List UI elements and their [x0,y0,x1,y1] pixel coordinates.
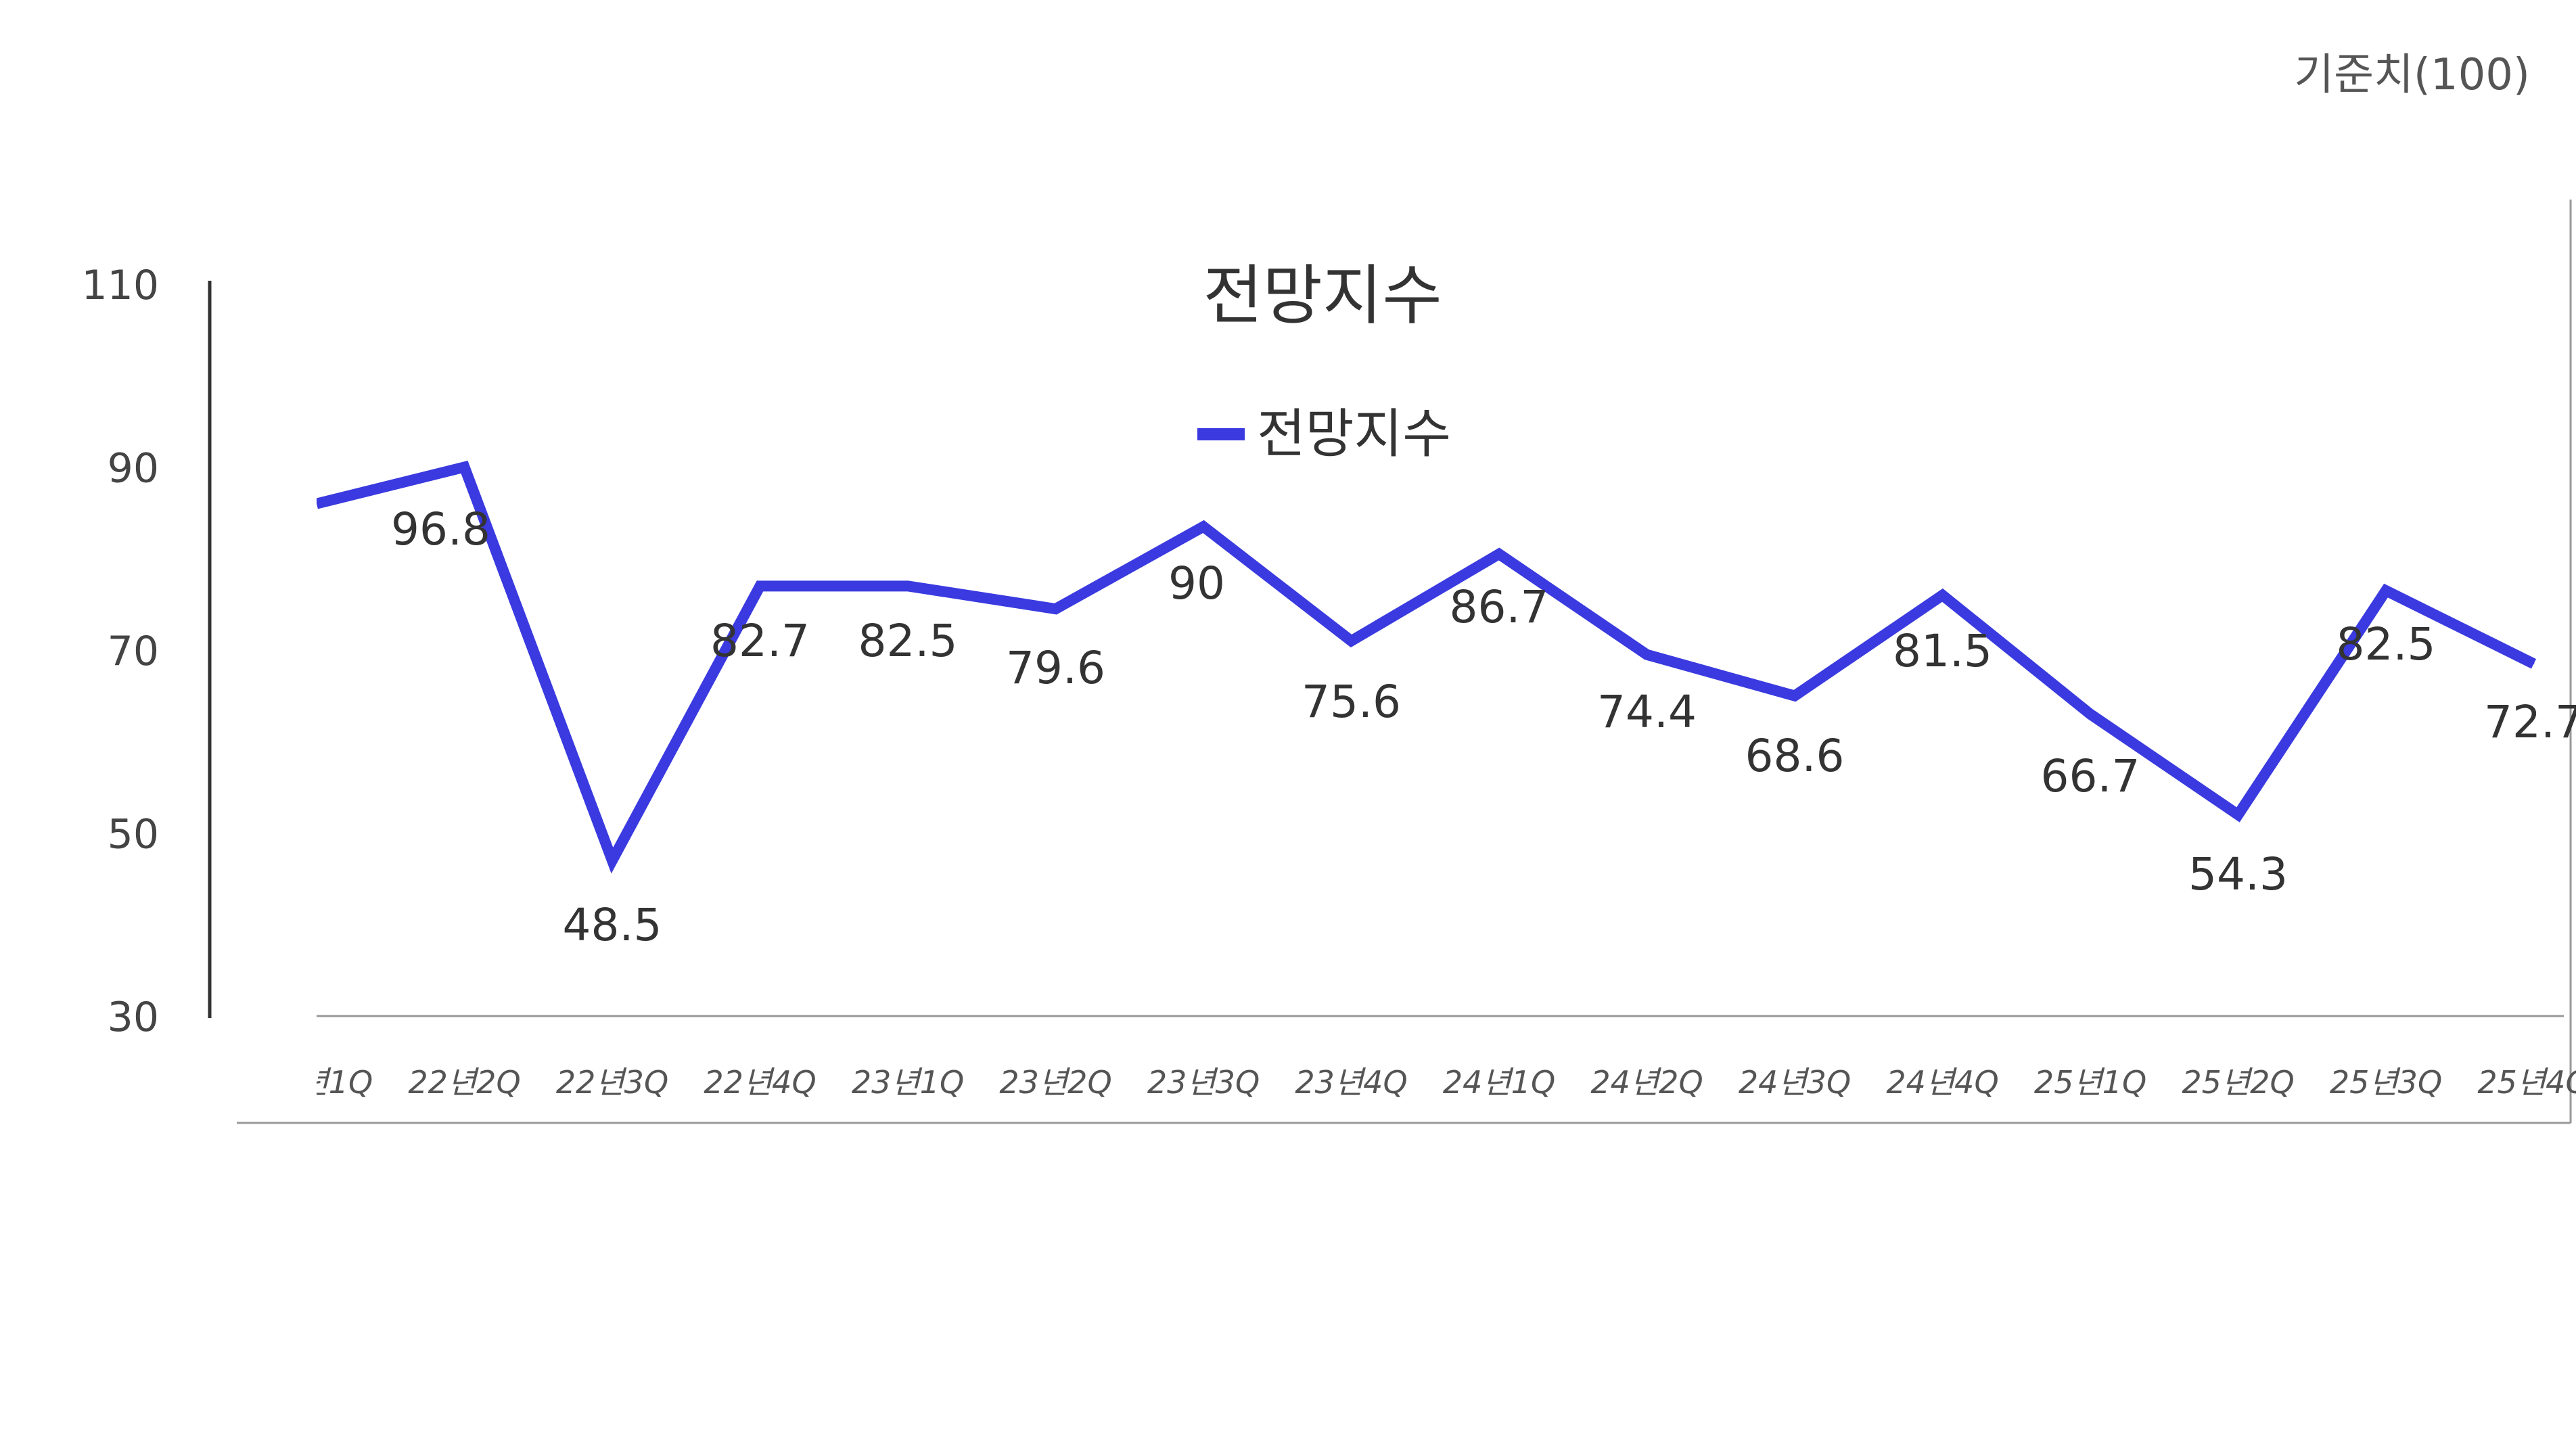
y-axis-ticks: 110 90 70 50 30 [81,262,159,1041]
legend: 전망지수 [1197,404,1451,465]
x-tick-label: 25년4Q [2477,1064,2576,1101]
x-tick-label: 22년3Q [556,1064,668,1101]
y-tick-label: 50 [108,811,159,858]
data-label: 96.8 [391,503,490,555]
data-labels: 96.8 48.5 82.7 82.5 79.6 90 75.6 86.7 74.4 68.6 81… [391,503,2576,951]
series-group [316,461,2537,874]
data-label: 90 [1168,557,1225,609]
y-tick-label: 90 [108,445,159,492]
data-label: 82.7 [710,615,810,667]
data-label: 48.5 [563,899,662,951]
data-label: 74.4 [1597,686,1697,738]
data-point [1055,608,1057,610]
data-label: 82.5 [858,615,958,667]
data-label: 86.7 [1450,581,1549,633]
y-tick-label: 110 [81,262,159,309]
y-tick-label: 30 [108,994,159,1041]
reference-note: 기준치(100) [2294,50,2530,100]
chart-title: 전망지수 [1203,258,1442,333]
data-point [1498,553,1500,555]
data-label: 81.5 [1893,625,1992,677]
data-point [1646,653,1648,655]
data-label: 72.7 [2484,696,2576,748]
x-tick-label: 24년3Q [1739,1064,1851,1101]
data-label: 68.6 [1745,730,1845,782]
data-point [2090,713,2091,715]
data-label: 54.3 [2188,848,2288,900]
data-point [1203,526,1204,528]
legend-label-series-1: 전망지수 [1257,404,1451,465]
data-point [1794,695,1795,697]
data-point [612,860,613,862]
x-tick-label: 25년1Q [2034,1064,2146,1101]
x-tick-label: 25년2Q [2182,1064,2294,1101]
x-tick-label: 22년2Q [408,1064,520,1101]
x-axis-ticks: 22년1Q 22년2Q 22년3Q 22년4Q 23년1Q 23년2Q 23년3Q 23년4Q… [260,1064,2576,1101]
x-tick-label: 24년4Q [1886,1064,1998,1101]
y-tick-label: 70 [108,628,159,675]
data-label: 75.6 [1302,676,1401,728]
x-tick-label: 23년3Q [1147,1064,1260,1101]
x-tick-label: 23년2Q [999,1064,1111,1101]
data-point [2533,663,2535,665]
data-point [759,585,761,587]
x-tick-label: 25년3Q [2330,1064,2442,1101]
data-label: 79.6 [1006,642,1105,694]
data-point [907,585,908,587]
data-label: 66.7 [2041,750,2140,802]
x-tick-label: 23년4Q [1295,1064,1407,1101]
x-tick-label: 22년4Q [704,1064,816,1101]
series-line-1 [317,461,2537,874]
x-tick-label: 22년1Q [260,1064,373,1101]
data-point [1941,594,1944,596]
data-point [1350,640,1352,642]
x-tick-label: 24년1Q [1443,1064,1555,1101]
data-point [2237,814,2239,816]
x-tick-label: 23년1Q [852,1064,964,1101]
data-point [2385,590,2387,592]
data-point [463,466,465,468]
data-point [316,503,317,505]
data-label: 82.5 [2337,618,2436,670]
x-tick-label: 24년2Q [1590,1064,1703,1101]
